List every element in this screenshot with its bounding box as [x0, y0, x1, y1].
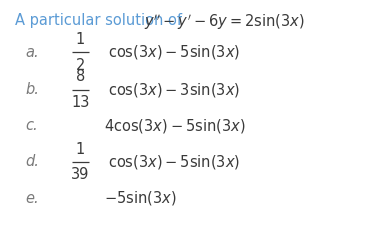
Text: $\mathrm{cos}(3x) - 5\mathrm{sin}(3x)$: $\mathrm{cos}(3x) - 5\mathrm{sin}(3x)$	[108, 43, 240, 62]
Text: d.: d.	[26, 154, 39, 169]
Text: b.: b.	[26, 82, 39, 97]
Text: 8: 8	[76, 69, 85, 84]
Text: 1: 1	[76, 142, 85, 157]
Text: c.: c.	[26, 118, 38, 133]
Text: e.: e.	[26, 191, 39, 206]
Text: 1: 1	[76, 32, 85, 47]
Text: a.: a.	[26, 45, 39, 60]
Text: $\mathrm{cos}(3x) - 3\mathrm{sin}(3x)$: $\mathrm{cos}(3x) - 3\mathrm{sin}(3x)$	[108, 81, 240, 99]
Text: A particular solution of: A particular solution of	[15, 13, 182, 28]
Text: $\mathrm{cos}(3x) - 5\mathrm{sin}(3x)$: $\mathrm{cos}(3x) - 5\mathrm{sin}(3x)$	[108, 153, 240, 171]
Text: 13: 13	[71, 95, 89, 110]
Text: $-5\mathrm{sin}(3x)$: $-5\mathrm{sin}(3x)$	[104, 189, 177, 207]
Text: 39: 39	[71, 167, 89, 182]
Text: $4\mathrm{cos}(3x) - 5\mathrm{sin}(3x)$: $4\mathrm{cos}(3x) - 5\mathrm{sin}(3x)$	[104, 117, 246, 135]
Text: $y'' - y' - 6y = 2\sin(3x)$: $y'' - y' - 6y = 2\sin(3x)$	[144, 13, 305, 32]
Text: 2: 2	[76, 58, 85, 73]
